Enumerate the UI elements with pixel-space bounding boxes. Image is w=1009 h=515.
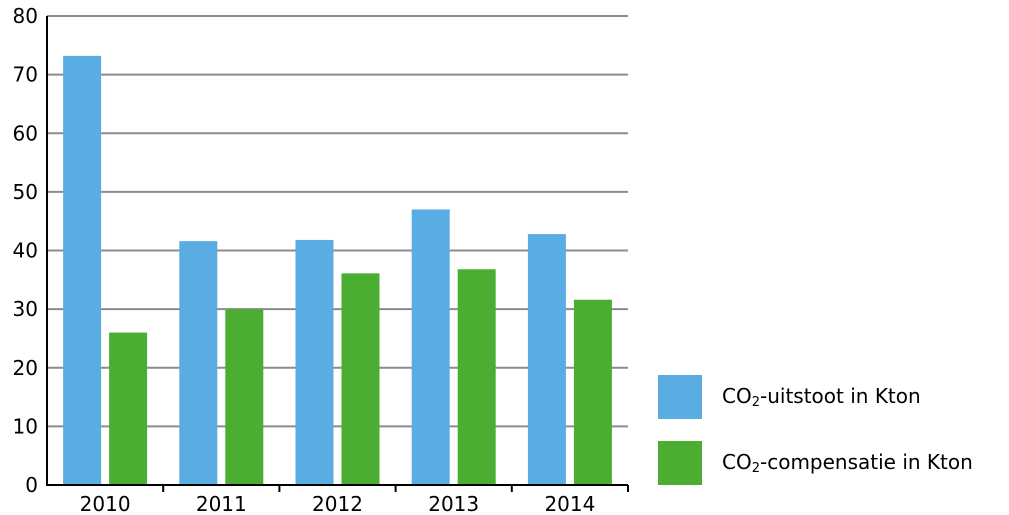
legend-label-compensatie: CO2-compensatie in Kton (722, 450, 973, 476)
y-tick-label: 40 (13, 239, 38, 263)
y-tick-label: 60 (13, 121, 38, 145)
y-tick-label: 10 (13, 414, 38, 438)
y-tick-label: 70 (13, 63, 38, 87)
bar-compensatie-2010 (109, 332, 148, 485)
x-tick-label: 2014 (544, 492, 595, 515)
legend-swatch-compensatie (658, 441, 702, 485)
bar-uitstoot-2011 (179, 241, 218, 485)
legend-item-uitstoot: CO2-uitstoot in Kton (658, 375, 921, 419)
y-tick-label: 20 (13, 356, 38, 380)
bar-compensatie-2014 (573, 299, 612, 485)
bar-uitstoot-2013 (411, 209, 450, 485)
y-tick-label: 50 (13, 180, 38, 204)
x-tick-labels: 2010 2011 2012 2013 2014 (80, 492, 596, 515)
bar-uitstoot-2010 (63, 55, 102, 486)
bars (63, 55, 612, 486)
y-tick-label: 0 (25, 473, 38, 497)
bar-uitstoot-2012 (295, 239, 334, 485)
legend-item-compensatie: CO2-compensatie in Kton (658, 441, 973, 485)
axes (46, 16, 629, 492)
bar-compensatie-2011 (225, 309, 264, 485)
x-tick-label: 2013 (428, 492, 479, 515)
y-tick-labels: 0 10 20 30 40 50 60 70 80 (13, 4, 38, 497)
x-tick-label: 2012 (312, 492, 363, 515)
legend-swatch-uitstoot (658, 375, 702, 419)
bar-uitstoot-2014 (527, 234, 566, 485)
bar-compensatie-2013 (457, 269, 496, 485)
y-tick-label: 30 (13, 297, 38, 321)
x-tick-label: 2011 (196, 492, 247, 515)
y-tick-label: 80 (13, 4, 38, 28)
x-tick-label: 2010 (80, 492, 131, 515)
bar-compensatie-2012 (341, 273, 380, 485)
legend-label-uitstoot: CO2-uitstoot in Kton (722, 384, 921, 410)
